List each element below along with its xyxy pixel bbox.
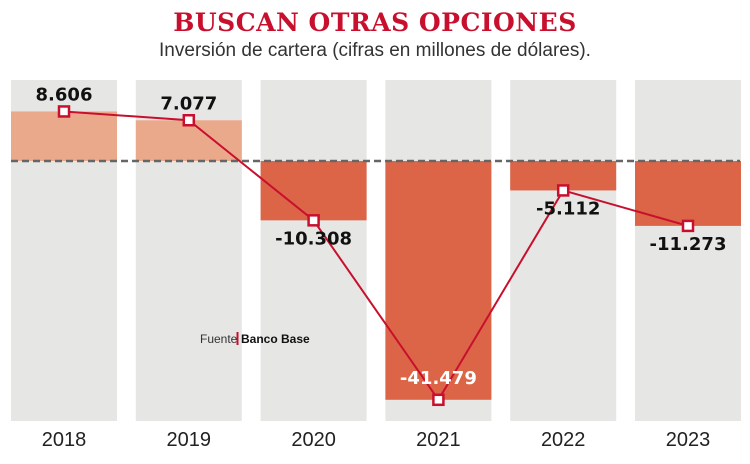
data-point-2022 [556, 184, 570, 197]
source-name: Banco Base [241, 332, 310, 346]
x-tick-label-2022: 2022 [541, 429, 586, 451]
value-label-2023: -11.273 [650, 234, 727, 255]
bar-2018 [11, 111, 117, 161]
data-point-2019 [182, 114, 196, 127]
value-label-2022: -5.112 [536, 198, 600, 219]
x-tick-label-2018: 2018 [42, 429, 87, 451]
column-background-2023 [635, 80, 741, 421]
source-prefix: Fuente [200, 332, 238, 346]
x-tick-label-2023: 2023 [666, 429, 711, 451]
x-tick-label-2019: 2019 [167, 429, 212, 451]
value-label-2018: 8.606 [36, 84, 93, 105]
column-background-2022 [510, 80, 617, 421]
data-point-2021 [432, 393, 445, 407]
data-point-2018 [57, 105, 71, 118]
bar-2021 [385, 161, 492, 400]
value-label-2021: -41.479 [400, 368, 477, 389]
data-point-2020 [307, 214, 320, 227]
data-point-2023 [681, 219, 695, 233]
bar-2019 [135, 120, 242, 161]
value-label-2020: -10.308 [275, 228, 352, 249]
series-line [63, 110, 689, 402]
bar-2020 [260, 161, 367, 221]
source-divider [236, 332, 239, 345]
value-label-2019: 7.077 [160, 93, 217, 114]
chart-title: BUSCAN OTRAS OPCIONES [173, 8, 577, 37]
x-tick-label-2021: 2021 [416, 429, 461, 451]
column-background-2020 [260, 80, 367, 421]
x-tick-label-2020: 2020 [291, 429, 336, 451]
chart-subtitle: Inversión de cartera (cifras en millones… [159, 40, 591, 61]
